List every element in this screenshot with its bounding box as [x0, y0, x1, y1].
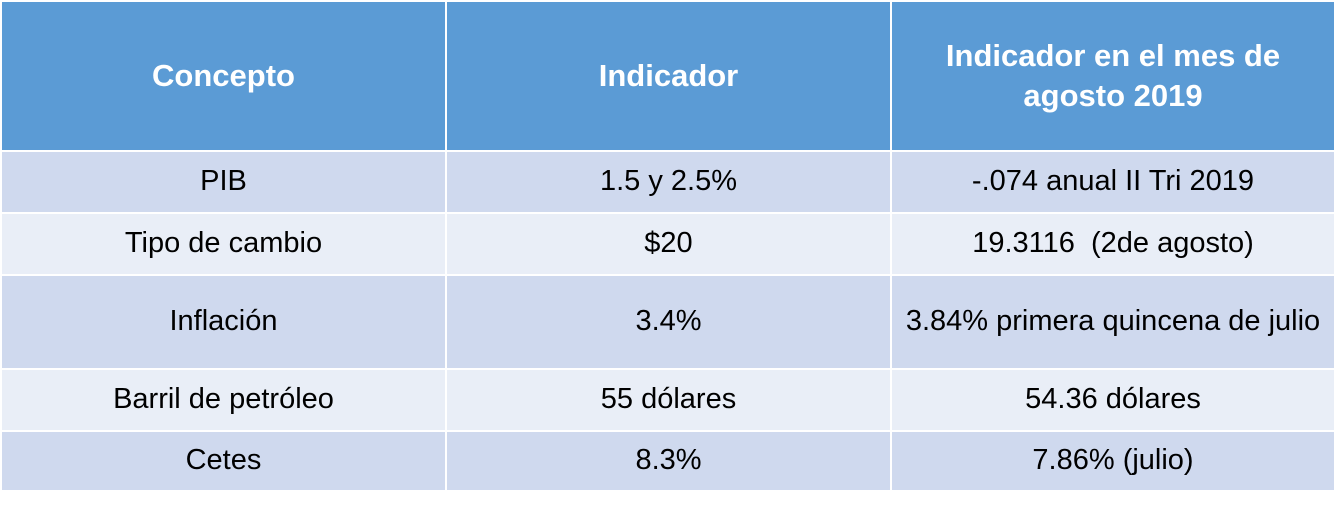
table-cell: 8.3% [447, 432, 890, 490]
table-cell: 7.86% (julio) [892, 432, 1334, 490]
table-cell: Tipo de cambio [2, 214, 445, 274]
header-cell: Indicador [447, 2, 890, 150]
table-cell: 1.5 y 2.5% [447, 152, 890, 212]
table-cell: PIB [2, 152, 445, 212]
table-cell: 19.3116 (2de agosto) [892, 214, 1334, 274]
table-cell: 3.4% [447, 276, 890, 368]
table-cell: Inflación [2, 276, 445, 368]
table-cell: $20 [447, 214, 890, 274]
table-cell: 55 dólares [447, 370, 890, 430]
header-cell: Indicador en el mes de agosto 2019 [892, 2, 1334, 150]
table-cell: Barril de petróleo [2, 370, 445, 430]
table-cell: -.074 anual II Tri 2019 [892, 152, 1334, 212]
table-cell: 3.84% primera quincena de julio [892, 276, 1334, 368]
table-cell: 54.36 dólares [892, 370, 1334, 430]
table-cell: Cetes [2, 432, 445, 490]
header-cell: Concepto [2, 2, 445, 150]
